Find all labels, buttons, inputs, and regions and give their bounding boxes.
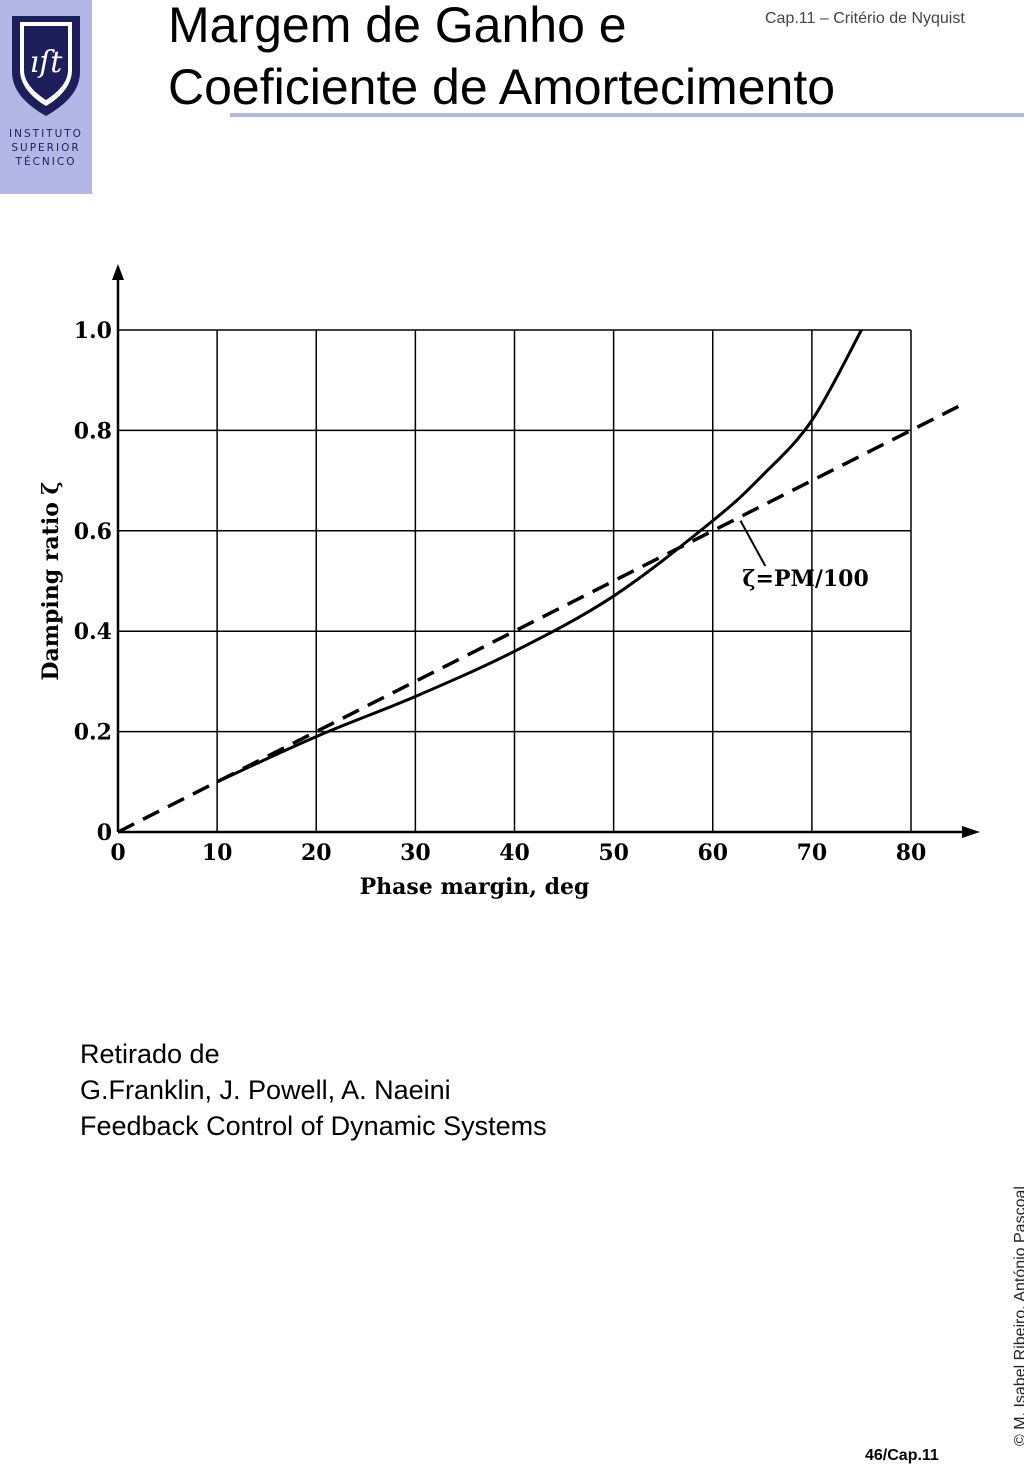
x-tick-label: 20 xyxy=(301,840,332,866)
y-tick-label: 0 xyxy=(97,820,112,846)
chapter-label: Cap.11 – Critério de Nyquist xyxy=(765,10,965,27)
reference-line1: Retirado de xyxy=(80,1039,220,1069)
chart-labels: Phase margin, deg Damping ratio ζ ζ=PM/1… xyxy=(38,481,869,900)
logo-line2: SUPERIOR xyxy=(11,142,81,154)
reference-book-title: Feedback Control of Dynamic Systems xyxy=(80,1111,547,1141)
x-tick-label: 30 xyxy=(400,840,431,866)
copyright-notice: © M. Isabel Ribeiro, António Pascoal xyxy=(1012,1186,1024,1446)
annotation-leader-line xyxy=(739,520,767,567)
damping-vs-phase-margin-chart: 0 10 20 30 40 50 60 70 80 0 0.2 0.4 0.6 0.8 1.0 Phase … xyxy=(38,264,980,900)
chart-axes xyxy=(112,264,980,838)
slide-title-line2: Coeficiente de Amortecimento xyxy=(168,59,836,115)
chart-container: 0 10 20 30 40 50 60 70 80 0 0.2 0.4 0.6 0.8 1.0 Phase … xyxy=(0,250,1024,930)
x-tick-label: 50 xyxy=(598,840,629,866)
x-tick-label: 40 xyxy=(499,840,530,866)
reference-authors: G.Franklin, J. Powell, A. Naeini xyxy=(80,1075,451,1105)
header-divider xyxy=(230,113,1024,117)
y-tick-label: 0.4 xyxy=(74,619,112,645)
y-axis-label: Damping ratio ζ xyxy=(38,481,64,680)
shield-icon: ıſt xyxy=(12,16,80,116)
chart-grid xyxy=(118,329,912,832)
reference-block: Retirado de G.Franklin, J. Powell, A. Na… xyxy=(80,1036,547,1144)
series-solid-curve xyxy=(216,329,863,784)
series-dashed-line xyxy=(117,403,962,834)
x-axis-label: Phase margin, deg xyxy=(360,874,590,900)
logo-line1: INSTITUTO xyxy=(9,128,83,140)
x-tick-label: 10 xyxy=(202,840,233,866)
x-tick-label: 80 xyxy=(896,840,927,866)
y-tick-label: 0.8 xyxy=(74,418,112,444)
slide-title-line1: Margem de Ganho e xyxy=(168,0,627,53)
x-tick-label: 70 xyxy=(797,840,828,866)
chart-series xyxy=(117,329,962,834)
annotation-label: ζ=PM/100 xyxy=(742,566,868,592)
page-number: 46/Cap.11 xyxy=(865,1447,939,1464)
x-tick-label: 60 xyxy=(697,840,728,866)
y-tick-label: 1.0 xyxy=(74,318,112,344)
x-tick-label: 0 xyxy=(110,840,125,866)
slide-title: Margem de Ganho e Coeficiente de Amortec… xyxy=(168,0,835,118)
y-tick-label: 0.2 xyxy=(74,720,112,746)
ist-logo: ıſt INSTITUTO SUPERIOR TÉCNICO xyxy=(0,0,92,194)
y-axis-arrow xyxy=(112,264,124,280)
svg-text:ıſt: ıſt xyxy=(30,45,64,80)
chart-ticks: 0 10 20 30 40 50 60 70 80 0 0.2 0.4 0.6 0.8 1.0 xyxy=(74,318,927,866)
x-axis-arrow xyxy=(962,826,980,838)
y-tick-label: 0.6 xyxy=(74,519,112,545)
logo-line3: TÉCNICO xyxy=(15,156,77,168)
